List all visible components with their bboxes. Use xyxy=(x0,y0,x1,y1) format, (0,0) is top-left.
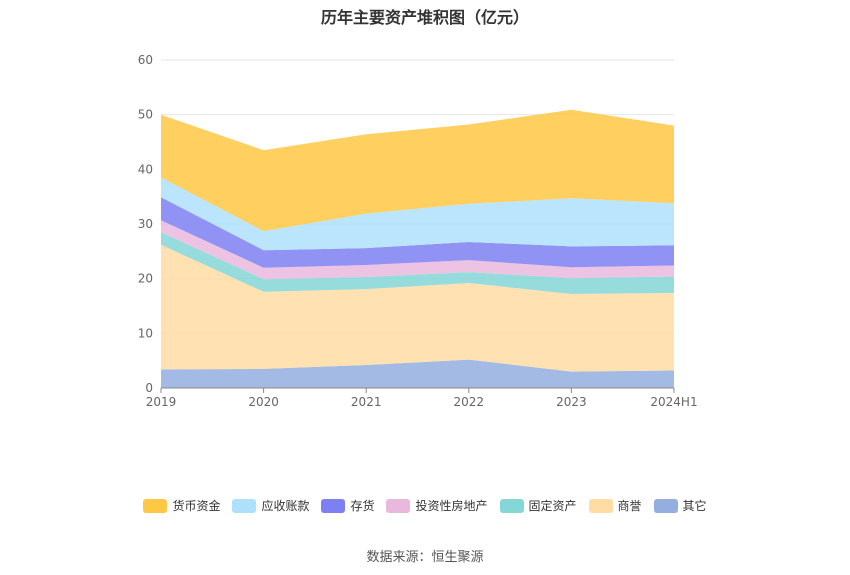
stacked-area-chart: 0 10 20 30 40 50 60 2019 2020 2021 2022 2023 2024H1 xyxy=(138,53,698,409)
x-tick-label: 2021 xyxy=(351,395,382,409)
x-tick-label: 2022 xyxy=(454,395,485,409)
legend-item[interactable]: 其它 xyxy=(653,497,707,514)
legend-label: 存货 xyxy=(350,499,375,513)
legend-label: 固定资产 xyxy=(528,499,577,513)
y-tick-label: 50 xyxy=(138,108,153,122)
area-layers xyxy=(161,109,674,388)
legend-item[interactable]: 投资性房地产 xyxy=(386,497,488,514)
legend-item[interactable]: 商誉 xyxy=(588,497,642,514)
legend-item[interactable]: 应收账款 xyxy=(232,497,309,514)
area-投资性房地产 xyxy=(161,220,674,280)
legend-swatch xyxy=(588,498,613,513)
source-note: 数据来源：恒生聚源 xyxy=(366,550,484,565)
y-tick-label: 30 xyxy=(138,217,153,231)
legend-item[interactable]: 固定资产 xyxy=(499,497,577,514)
x-tick-label: 2023 xyxy=(556,395,587,409)
legend-label: 其它 xyxy=(682,499,707,513)
area-其它 xyxy=(161,359,674,388)
legend-swatch xyxy=(232,498,257,513)
legend-item[interactable]: 货币资金 xyxy=(143,497,220,514)
y-tick-label: 0 xyxy=(145,381,153,395)
area-固定资产 xyxy=(161,232,674,294)
axes: 0 10 20 30 40 50 60 2019 2020 2021 2022 2023 2024H1 xyxy=(138,53,698,409)
legend-swatch xyxy=(653,498,678,513)
area-商誉 xyxy=(161,244,674,372)
area-存货 xyxy=(161,197,674,268)
x-tick-label: 2019 xyxy=(146,395,177,409)
legend-swatch xyxy=(499,498,524,513)
x-tick-label: 2020 xyxy=(248,395,279,409)
legend-label: 投资性房地产 xyxy=(415,499,488,513)
area-货币资金 xyxy=(161,109,674,232)
y-tick-label: 20 xyxy=(138,272,153,286)
legend-swatch xyxy=(143,498,168,513)
chart-title: 历年主要资产堆积图（亿元） xyxy=(320,8,529,27)
legend-swatch xyxy=(321,498,346,513)
y-tick-label: 60 xyxy=(138,53,153,67)
legend: 货币资金 应收账款 存货 投资性房地产 固定资产 商誉 其它 xyxy=(0,497,850,514)
y-tick-label: 40 xyxy=(138,162,153,176)
legend-item[interactable]: 存货 xyxy=(321,497,374,514)
legend-label: 商誉 xyxy=(617,499,642,513)
area-应收账款 xyxy=(161,177,674,251)
legend-label: 货币资金 xyxy=(172,499,221,513)
legend-label: 应收账款 xyxy=(261,499,310,513)
y-tick-label: 10 xyxy=(138,326,153,340)
x-tick-label: 2024H1 xyxy=(650,395,697,409)
legend-swatch xyxy=(386,498,411,513)
